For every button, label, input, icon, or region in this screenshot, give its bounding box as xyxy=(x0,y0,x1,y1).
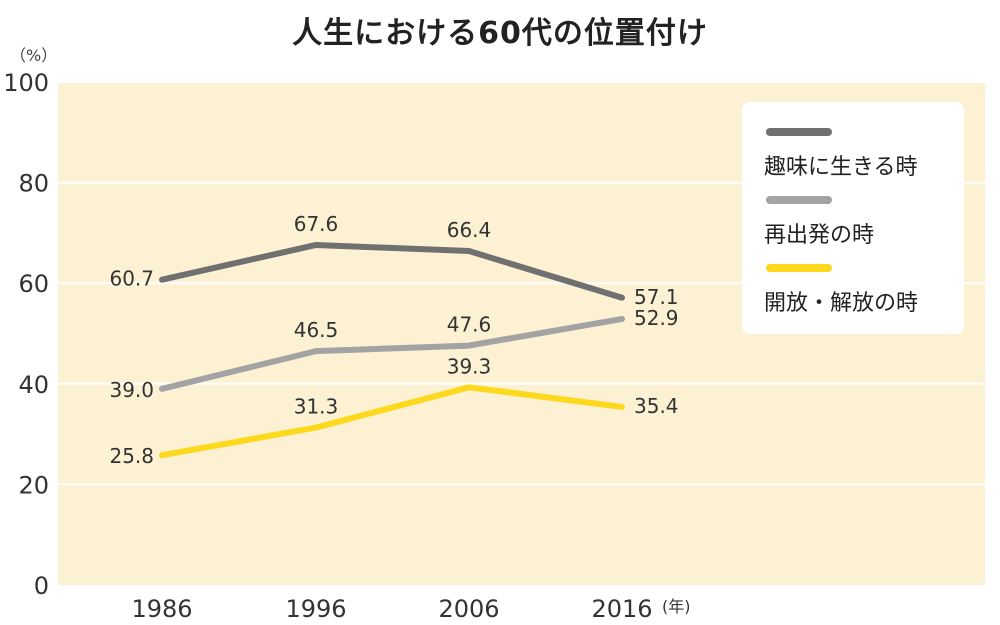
x-tick-label-1996: 1996 xyxy=(285,595,346,623)
series-line-hobby xyxy=(159,241,625,301)
series-line-liberation xyxy=(159,384,625,459)
y-tick-label-60: 60 xyxy=(18,270,49,298)
data-label-hobby-1986: 60.7 xyxy=(109,267,154,291)
data-label-hobby-1996: 67.6 xyxy=(294,212,339,236)
data-label-restart-2006: 47.6 xyxy=(447,313,492,337)
y-tick-label-40: 40 xyxy=(18,371,49,399)
legend-swatch-restart xyxy=(766,196,832,204)
y-tick-label-0: 0 xyxy=(34,572,49,600)
data-label-liberation-1986: 25.8 xyxy=(109,444,154,468)
x-axis-unit-label: (年) xyxy=(662,597,691,616)
data-label-hobby-2006: 66.4 xyxy=(447,218,492,242)
chart-legend: 趣味に生きる時 再出発の時 開放・解放の時 xyxy=(742,102,964,334)
legend-item-hobby: 趣味に生きる時 xyxy=(764,128,918,181)
y-tick-label-20: 20 xyxy=(18,471,49,499)
y-tick-label-100: 100 xyxy=(3,69,49,97)
data-label-liberation-1996: 31.3 xyxy=(294,395,339,419)
data-label-liberation-2006: 39.3 xyxy=(447,354,492,378)
x-tick-label-1986: 1986 xyxy=(131,595,192,623)
data-label-liberation-2016: 35.4 xyxy=(634,394,679,418)
data-label-hobby-2016: 57.1 xyxy=(634,285,679,309)
legend-label-restart: 再出発の時 xyxy=(764,223,875,248)
data-label-restart-1986: 39.0 xyxy=(109,378,154,402)
legend-swatch-liberation xyxy=(766,264,832,272)
chart-title: 人生における60代の位置付け xyxy=(292,16,708,51)
data-label-restart-1996: 46.5 xyxy=(294,318,339,342)
x-tick-label-2016: 2016 xyxy=(591,595,652,623)
x-tick-label-2006: 2006 xyxy=(438,595,499,623)
legend-item-restart: 再出発の時 xyxy=(764,196,874,249)
legend-swatch-hobby xyxy=(766,128,832,136)
legend-label-hobby: 趣味に生きる時 xyxy=(764,155,918,180)
y-tick-label-80: 80 xyxy=(18,170,49,198)
data-label-restart-2016: 52.9 xyxy=(634,306,679,330)
y-axis-unit-label: （%） xyxy=(10,46,58,65)
legend-label-liberation: 開放・解放の時 xyxy=(764,291,919,316)
legend-item-liberation: 開放・解放の時 xyxy=(764,264,918,317)
series-line-restart xyxy=(159,315,625,392)
